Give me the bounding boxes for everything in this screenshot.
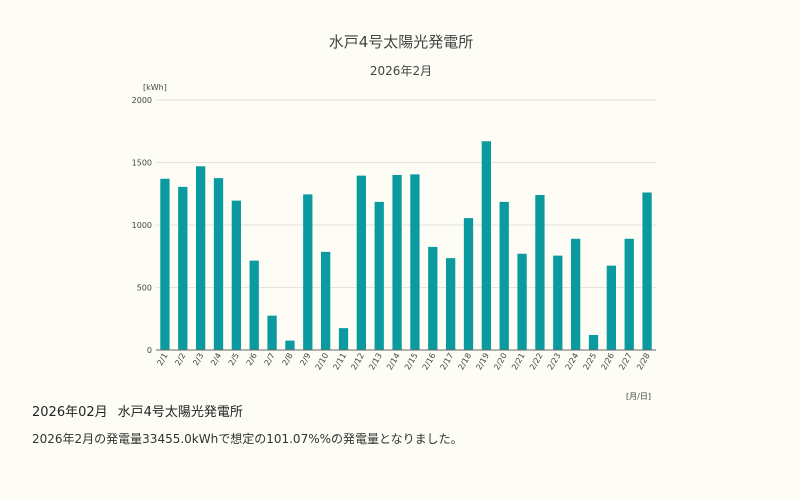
x-axis-unit: [月/日] — [626, 392, 651, 400]
bar-2-15 — [410, 174, 420, 350]
x-tick-label: 2/8 — [280, 352, 294, 368]
x-tick-label: 2/16 — [421, 352, 438, 372]
x-tick-label: 2/27 — [617, 352, 634, 372]
bar-2-10 — [321, 251, 331, 350]
bar-2-28 — [642, 192, 652, 350]
x-tick-label: 2/2 — [173, 352, 187, 368]
summary-text: 2026年2月の発電量33455.0kWhで想定の101.07%%の発電量となり… — [32, 432, 463, 446]
bar-2-26 — [606, 265, 616, 350]
bar-2-14 — [392, 175, 402, 350]
bar-2-5 — [231, 200, 241, 350]
bar-2-2 — [178, 186, 188, 350]
gridlines — [156, 99, 656, 288]
bar-2-18 — [463, 218, 474, 350]
y-tick-label: 0 — [147, 346, 152, 355]
bars — [160, 141, 652, 350]
bar-2-3 — [196, 166, 206, 350]
bar-2-23 — [553, 255, 563, 350]
y-axis-ticks: 0 500 1000 1500 2000 — [132, 96, 152, 355]
summary-heading: 2026年02月 水戸4号太陽光発電所 — [32, 401, 243, 420]
y-tick-label: 2000 — [132, 96, 152, 105]
bar-2-9 — [303, 194, 313, 350]
x-tick-label: 2/21 — [510, 352, 527, 372]
y-tick-label: 500 — [137, 284, 152, 293]
x-tick-label: 2/9 — [298, 352, 312, 368]
chart-title: 水戸4号太陽光発電所 — [329, 33, 474, 51]
x-tick-label: 2/13 — [367, 352, 384, 372]
bar-2-22 — [535, 195, 545, 350]
bar-2-4 — [213, 178, 224, 350]
bar-2-7 — [267, 315, 277, 350]
bar-2-21 — [517, 253, 527, 350]
x-tick-label: 2/25 — [581, 352, 598, 372]
x-axis-ticks: 2/1 2/2 2/3 2/4 2/5 2/6 2/7 2/8 2/9 2/10 2/11 2/12 2… — [155, 352, 651, 372]
bar-2-17 — [446, 258, 456, 350]
x-tick-label: 2/26 — [599, 352, 616, 372]
bar-2-8 — [285, 340, 295, 350]
y-axis-unit: [kWh] — [143, 83, 167, 92]
y-tick-label: 1500 — [132, 159, 152, 168]
bar-2-16 — [428, 246, 438, 350]
bar-2-20 — [499, 201, 509, 350]
x-tick-label: 2/18 — [456, 352, 473, 372]
x-tick-label: 2/1 — [155, 352, 169, 368]
summary-period: 2026年02月 — [32, 405, 108, 420]
chart-subtitle: 2026年2月 — [370, 64, 432, 78]
x-tick-label: 2/10 — [314, 352, 331, 372]
x-tick-label: 2/15 — [403, 352, 420, 372]
x-tick-label: 2/14 — [385, 352, 402, 372]
x-tick-label: 2/4 — [209, 352, 223, 368]
bar-2-6 — [249, 260, 259, 350]
bar-2-24 — [571, 238, 581, 350]
x-tick-label: 2/7 — [263, 352, 277, 368]
x-tick-label: 2/5 — [227, 352, 241, 368]
x-tick-label: 2/19 — [474, 352, 491, 372]
bar-2-1 — [160, 178, 170, 350]
x-tick-label: 2/3 — [191, 352, 205, 368]
summary-plant: 水戸4号太陽光発電所 — [117, 405, 243, 420]
x-tick-label: 2/28 — [635, 352, 652, 372]
bar-2-19 — [481, 141, 491, 350]
y-tick-label: 1000 — [132, 221, 152, 230]
x-tick-label: 2/12 — [349, 352, 366, 372]
bar-2-11 — [338, 328, 349, 350]
x-tick-label: 2/20 — [492, 352, 509, 372]
bar-2-25 — [588, 335, 599, 350]
x-tick-label: 2/24 — [564, 352, 581, 372]
x-tick-label: 2/6 — [245, 352, 259, 368]
generation-bar-chart: 水戸4号太陽光発電所 2026年2月 [kWh] [月/日] 0 500 1000 1… — [132, 33, 656, 400]
x-tick-label: 2/23 — [546, 352, 563, 372]
bar-2-27 — [624, 238, 634, 350]
bar-2-13 — [374, 201, 384, 350]
x-tick-label: 2/22 — [528, 352, 545, 372]
bar-2-12 — [356, 175, 366, 350]
x-tick-label: 2/17 — [439, 352, 456, 372]
x-tick-label: 2/11 — [331, 352, 348, 372]
